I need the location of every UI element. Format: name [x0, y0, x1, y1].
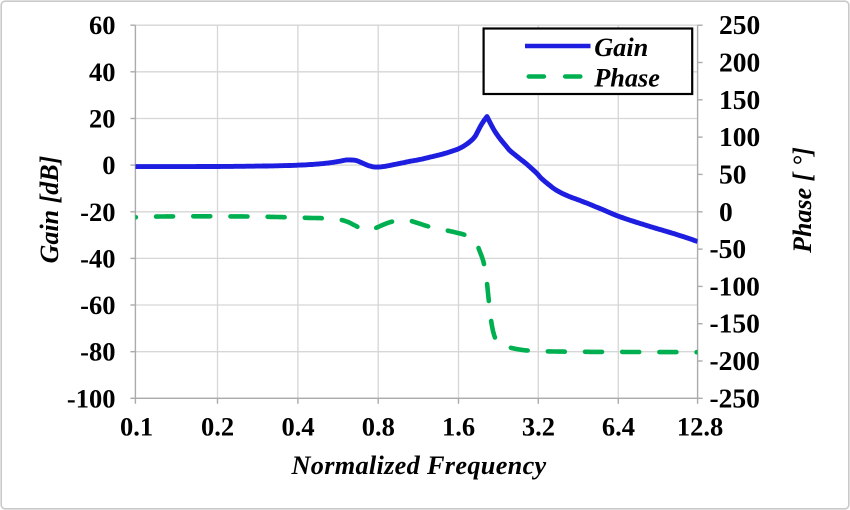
svg-text:0.4: 0.4 — [281, 412, 314, 442]
svg-text:Gain [dB]: Gain [dB] — [35, 156, 64, 264]
svg-text:50: 50 — [719, 158, 747, 189]
svg-text:-100: -100 — [710, 270, 760, 301]
svg-text:150: 150 — [719, 84, 760, 115]
svg-text:3.2: 3.2 — [522, 412, 555, 442]
svg-text:-20: -20 — [80, 197, 115, 227]
svg-text:100: 100 — [719, 121, 760, 152]
svg-text:0: 0 — [719, 196, 733, 227]
svg-text:-200: -200 — [710, 345, 760, 376]
svg-text:0.8: 0.8 — [362, 412, 395, 442]
svg-text:0.1: 0.1 — [120, 412, 153, 442]
svg-text:Phase [ °]: Phase [ °] — [788, 147, 817, 254]
svg-text:-100: -100 — [67, 383, 116, 413]
svg-text:20: 20 — [89, 104, 116, 134]
svg-text:Gain: Gain — [594, 33, 648, 62]
svg-text:-60: -60 — [80, 290, 115, 320]
svg-text:-150: -150 — [710, 308, 760, 339]
svg-text:250: 250 — [719, 9, 760, 40]
svg-text:1.6: 1.6 — [442, 412, 475, 442]
svg-text:Normalized Frequency: Normalized Frequency — [290, 451, 546, 480]
svg-text:Phase: Phase — [593, 63, 660, 92]
svg-text:-250: -250 — [710, 382, 760, 413]
svg-text:12.8: 12.8 — [677, 412, 723, 442]
svg-text:40: 40 — [89, 57, 116, 87]
svg-text:-80: -80 — [80, 337, 115, 367]
svg-text:0: 0 — [102, 150, 115, 180]
svg-text:60: 60 — [89, 10, 116, 40]
svg-text:-50: -50 — [710, 233, 747, 264]
svg-text:200: 200 — [719, 47, 760, 78]
svg-text:0.2: 0.2 — [201, 412, 234, 442]
svg-text:6.4: 6.4 — [602, 412, 635, 442]
svg-text:-40: -40 — [80, 243, 115, 273]
